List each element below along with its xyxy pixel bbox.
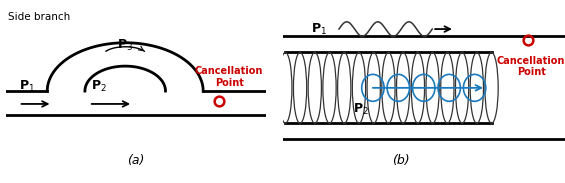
Text: P$_3$: P$_3$ <box>117 38 133 53</box>
Text: (b): (b) <box>392 154 410 167</box>
Text: Cancellation
Point: Cancellation Point <box>195 66 263 88</box>
Text: Side branch: Side branch <box>8 12 71 22</box>
Text: P$_1$: P$_1$ <box>19 79 34 94</box>
Text: Cancellation
Point: Cancellation Point <box>497 56 565 77</box>
Text: P$_1$: P$_1$ <box>311 22 327 37</box>
Text: P$_2$: P$_2$ <box>353 102 369 117</box>
Text: (a): (a) <box>127 154 144 167</box>
Text: P$_2$: P$_2$ <box>92 79 107 94</box>
